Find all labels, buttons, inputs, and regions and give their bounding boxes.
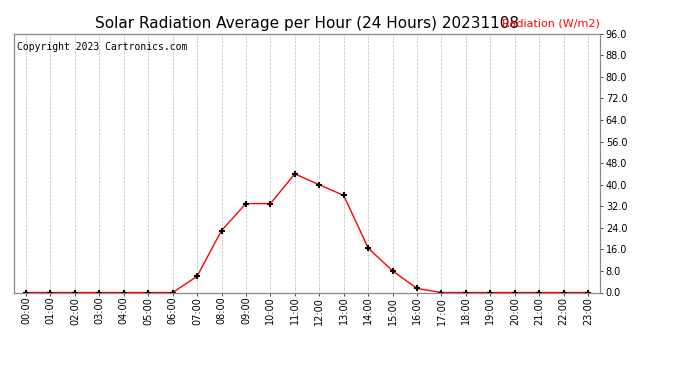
Title: Solar Radiation Average per Hour (24 Hours) 20231108: Solar Radiation Average per Hour (24 Hou…: [95, 16, 519, 31]
Y-axis label: Radiation (W/m2): Radiation (W/m2): [502, 19, 600, 28]
Text: Copyright 2023 Cartronics.com: Copyright 2023 Cartronics.com: [17, 42, 187, 51]
